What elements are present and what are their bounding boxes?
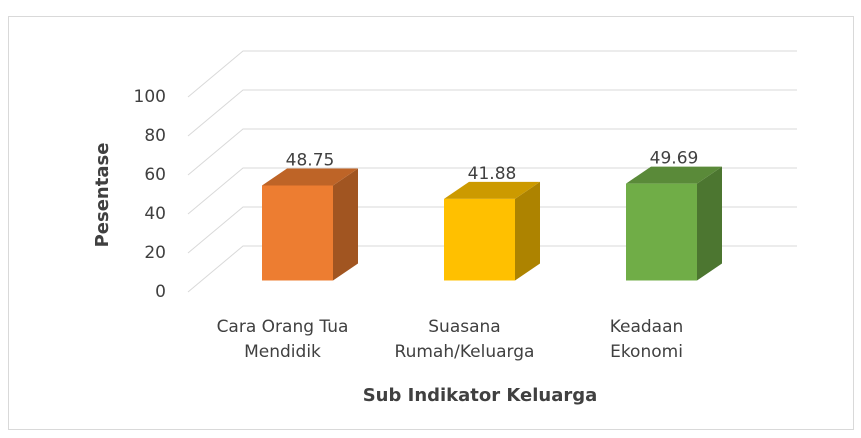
bar [626, 166, 722, 281]
grid-line [187, 50, 797, 98]
bar-side [697, 166, 722, 281]
y-tick-label: 20 [144, 243, 166, 263]
x-axis-title: Sub Indikator Keluarga [363, 385, 598, 406]
x-tick-label: Ekonomi [610, 342, 683, 362]
y-tick-label: 80 [144, 126, 166, 146]
bar [262, 168, 358, 281]
y-tick-label: 100 [134, 87, 166, 107]
bar-top [626, 166, 722, 184]
bar-side [515, 181, 540, 281]
x-tick-label: Mendidik [244, 342, 321, 362]
grid-line [187, 206, 797, 254]
x-tick-label: Cara Orang Tua [217, 317, 349, 337]
bar-side [333, 168, 358, 281]
y-tick-label: 60 [144, 165, 166, 185]
bar-front [444, 198, 515, 281]
grid-line [187, 128, 797, 176]
data-label: 48.75 [286, 150, 335, 170]
x-tick-label: Rumah/Keluarga [395, 342, 535, 362]
bar-front [626, 183, 697, 281]
x-tick-label: Suasana [428, 317, 500, 337]
y-tick-label: 40 [144, 204, 166, 224]
bar-top [444, 181, 540, 199]
data-label: 41.88 [468, 164, 517, 184]
grid-line [187, 167, 797, 215]
x-tick-label: Keadaan [610, 317, 684, 337]
bar [444, 181, 540, 281]
chart-border [8, 16, 854, 430]
grid-line [187, 89, 797, 137]
y-tick-label: 0 [155, 282, 166, 302]
data-label: 49.69 [650, 149, 699, 169]
y-axis-title: Pesentase [92, 143, 113, 248]
grid-line [187, 245, 797, 293]
bar-front [262, 185, 333, 281]
bar-top [262, 168, 358, 186]
